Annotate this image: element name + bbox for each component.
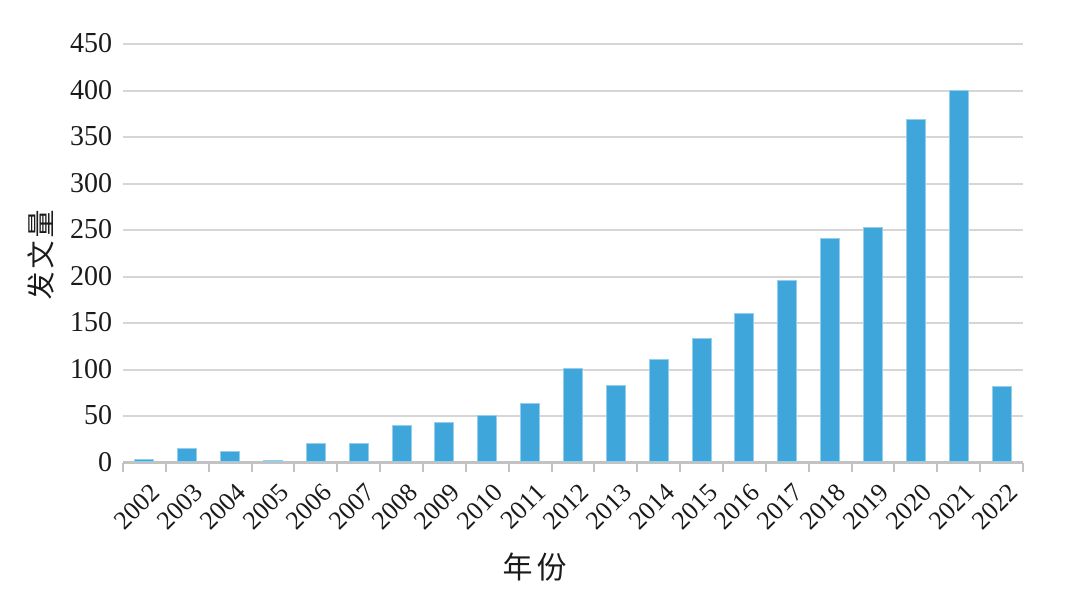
x-axis-tick (422, 463, 424, 472)
x-tick-label-2022: 2022 (965, 477, 1023, 535)
bar-2020 (905, 119, 926, 462)
bar-2018 (820, 237, 841, 462)
x-axis-tick (636, 463, 639, 472)
bar-2022 (991, 385, 1012, 462)
x-tick-label-2019: 2019 (836, 477, 895, 535)
bar-2016 (734, 313, 755, 462)
x-axis-title: 年份 (502, 552, 571, 585)
x-axis-tick (507, 463, 510, 472)
bar-2014 (648, 358, 669, 462)
y-tick-label-50: 50 (84, 400, 112, 432)
bar-2006 (305, 443, 326, 462)
x-axis-tick (207, 463, 210, 472)
x-axis-tick (122, 463, 124, 472)
y-tick-label-250: 250 (70, 214, 112, 246)
bar-2009 (434, 421, 455, 462)
x-axis-tick (164, 463, 167, 472)
gridline-450 (123, 43, 1023, 45)
x-tick-label-2020: 2020 (879, 477, 937, 535)
x-tick-label-2018: 2018 (793, 477, 852, 535)
x-tick-label-2003: 2003 (151, 477, 209, 535)
x-tick-label-2017: 2017 (751, 477, 809, 535)
x-axis-tick (764, 463, 767, 472)
x-axis-tick (1022, 463, 1024, 472)
x-axis-tick (893, 463, 896, 472)
y-tick-label-200: 200 (70, 260, 112, 292)
x-axis-tick (464, 463, 467, 472)
y-tick-label-150: 150 (70, 307, 112, 339)
x-tick-label-2007: 2007 (322, 477, 380, 535)
gridline-300 (123, 182, 1023, 185)
bar-2013 (605, 384, 626, 462)
x-axis-tick (293, 463, 296, 472)
bar-2012 (563, 367, 583, 462)
bar-2015 (691, 338, 712, 462)
gridline-200 (123, 275, 1023, 278)
bar-2005 (263, 460, 283, 462)
bar-2010 (477, 415, 498, 462)
y-tick-label-300: 300 (70, 167, 112, 199)
x-tick-label-2021: 2021 (922, 477, 980, 535)
bar-2003 (177, 448, 198, 462)
bar-2008 (391, 424, 412, 462)
y-tick-label-100: 100 (70, 353, 112, 385)
x-tick-label-2006: 2006 (279, 477, 337, 535)
bar-2007 (348, 443, 369, 462)
x-tick-label-2005: 2005 (236, 477, 295, 535)
x-axis-tick (550, 463, 553, 472)
x-axis-tick (807, 463, 810, 472)
x-tick-label-2004: 2004 (193, 477, 252, 535)
bar-2019 (863, 227, 883, 462)
x-tick-label-2012: 2012 (536, 477, 595, 535)
x-tick-label-2013: 2013 (579, 477, 637, 535)
gridline-350 (123, 136, 1023, 139)
gridline-250 (123, 229, 1023, 232)
x-tick-label-2010: 2010 (451, 477, 509, 535)
x-tick-label-2002: 2002 (108, 477, 166, 535)
gridline-400 (123, 89, 1023, 92)
x-axis-tick (979, 463, 982, 472)
x-axis-tick (679, 463, 682, 472)
plot-area (122, 43, 1024, 472)
x-axis-line (123, 461, 1023, 464)
x-axis-tick (593, 463, 596, 472)
x-axis-tick (379, 463, 382, 472)
x-tick-label-2016: 2016 (708, 477, 766, 535)
x-tick-label-2014: 2014 (622, 477, 680, 535)
x-axis-tick (722, 463, 724, 472)
y-tick-label-350: 350 (70, 121, 112, 153)
bar-2011 (520, 403, 541, 462)
y-tick-label-450: 450 (70, 28, 112, 59)
gridline-150 (123, 322, 1023, 325)
x-axis-tick (850, 463, 853, 472)
y-tick-label-400: 400 (70, 74, 112, 106)
x-tick-label-2009: 2009 (408, 477, 466, 535)
x-axis-tick (336, 463, 339, 472)
x-tick-label-2011: 2011 (494, 477, 552, 535)
bar-2017 (777, 280, 798, 462)
bar-2021 (948, 89, 969, 462)
bar-2002 (134, 459, 155, 462)
x-axis-tick (936, 463, 939, 472)
y-tick-label-0: 0 (98, 447, 112, 478)
x-axis-tick (250, 463, 253, 472)
bar-2004 (220, 450, 241, 462)
